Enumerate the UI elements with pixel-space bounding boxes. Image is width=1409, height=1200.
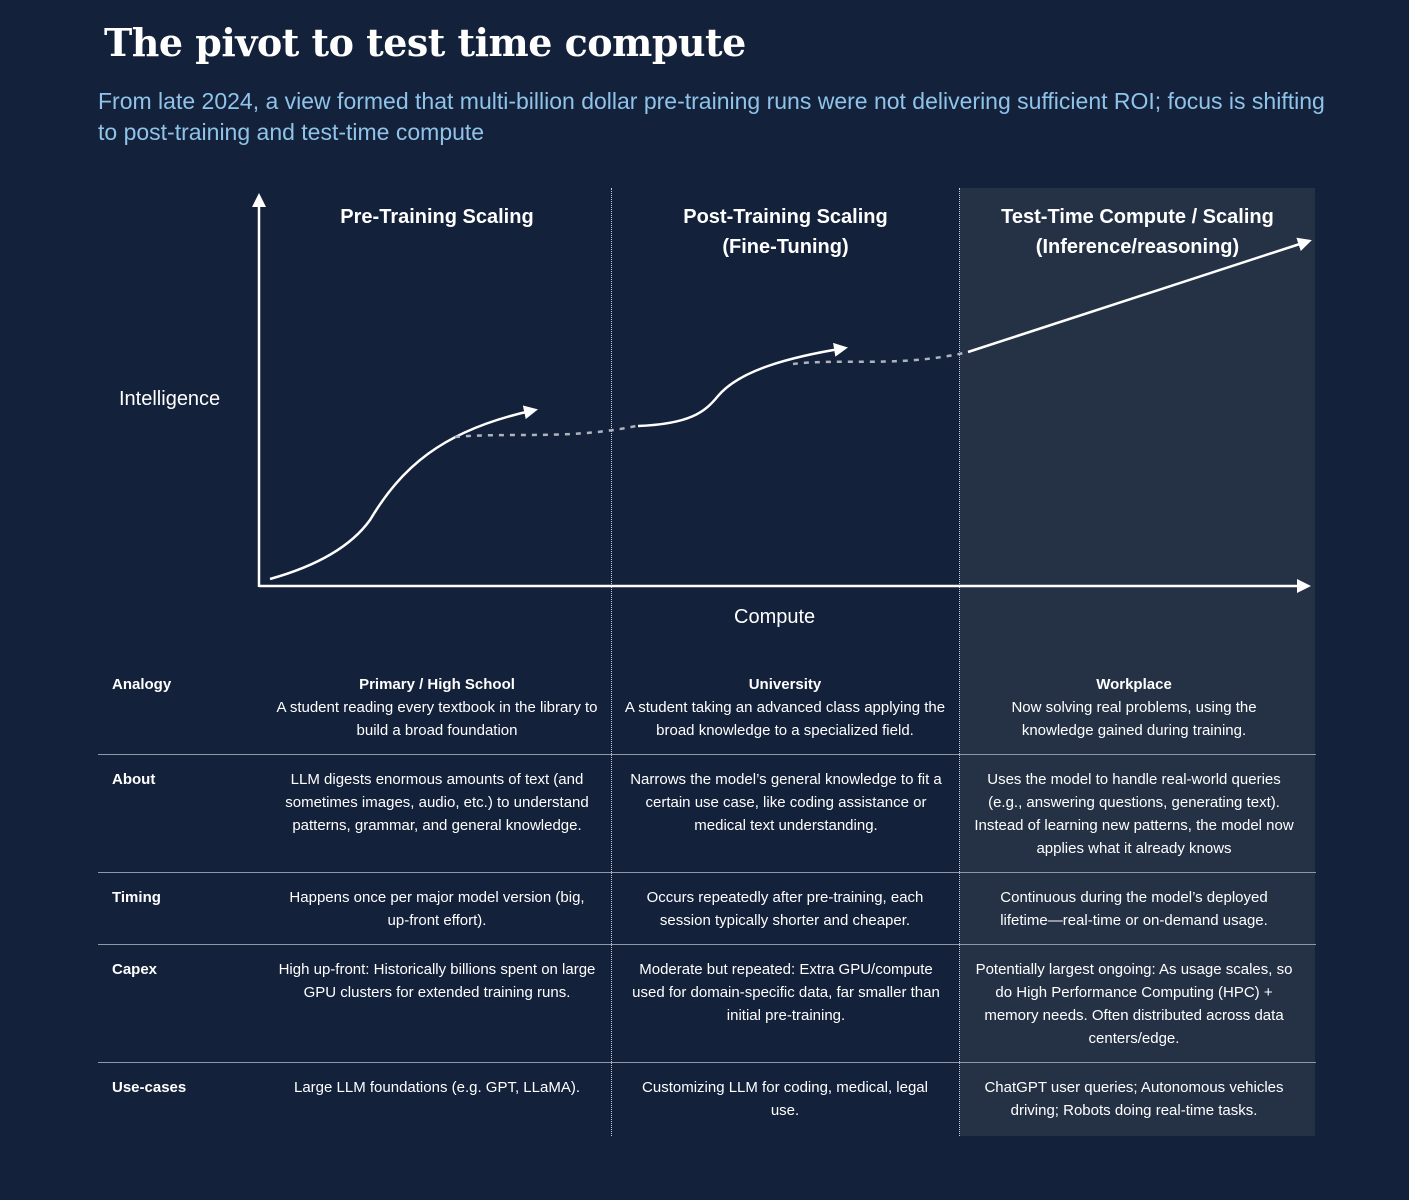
timing-posttraining: Occurs repeatedly after pre-training, ea… <box>646 889 924 929</box>
divider-pretraining-posttraining <box>611 188 612 1136</box>
posttraining-curve <box>637 342 848 428</box>
analogy-testtime-text: Now solving real problems, using the kno… <box>1011 699 1257 739</box>
analogy-pretraining: Primary / High School A student reading … <box>262 673 612 742</box>
timing-pretraining: Happens once per major model version (bi… <box>289 889 585 929</box>
phase-title-testtime-line2: (Inference/reasoning) <box>1035 236 1240 258</box>
use-cases-posttraining: Customizing LLM for coding, medical, leg… <box>642 1079 928 1119</box>
testtime-line <box>967 237 1312 354</box>
use-cases-pretraining: Large LLM foundations (e.g. GPT, LLaMA). <box>294 1079 580 1096</box>
about-testtime: Uses the model to handle real-world quer… <box>974 771 1294 857</box>
pretraining-plateau-dashed <box>454 424 637 439</box>
timing-testtime: Continuous during the model’s deployed l… <box>1000 889 1268 929</box>
phase-title-posttraining-line1: Post-Training Scaling <box>683 206 888 228</box>
row-separator <box>98 1062 1316 1063</box>
phase-title-pretraining: Pre-Training Scaling <box>262 202 612 232</box>
divider-posttraining-testtime <box>959 188 960 1136</box>
analogy-testtime: Workplace Now solving real problems, usi… <box>990 673 1278 742</box>
analogy-pretraining-heading: Primary / High School <box>359 676 515 693</box>
capex-pretraining: High up-front: Historically billions spe… <box>278 961 596 1001</box>
phase-title-posttraining: Post-Training Scaling (Fine-Tuning) <box>612 202 959 262</box>
x-axis-label: Compute <box>734 606 816 628</box>
use-cases-testtime: ChatGPT user queries; Autonomous vehicle… <box>984 1079 1284 1119</box>
row-label-capex: Capex <box>112 961 158 978</box>
analogy-posttraining-text: A student taking an advanced class apply… <box>624 699 946 739</box>
posttraining-plateau-dashed <box>792 350 969 366</box>
page-title: The pivot to test time compute <box>104 20 746 65</box>
y-axis-label: Intelligence <box>119 388 221 410</box>
phase-title-testtime-line1: Test-Time Compute / Scaling <box>1001 206 1274 228</box>
row-label-analogy: Analogy <box>112 676 172 693</box>
row-separator <box>98 944 1316 945</box>
about-pretraining: LLM digests enormous amounts of text (an… <box>285 771 589 834</box>
page-subtitle: From late 2024, a view formed that multi… <box>98 88 1325 145</box>
analogy-testtime-heading: Workplace <box>1096 676 1172 693</box>
row-label-timing: Timing <box>112 889 161 906</box>
capex-posttraining: Moderate but repeated: Extra GPU/compute… <box>632 961 940 1024</box>
row-separator <box>98 872 1316 873</box>
analogy-pretraining-text: A student reading every textbook in the … <box>276 699 598 739</box>
test-time-column-background <box>960 188 1315 1136</box>
phase-title-testtime: Test-Time Compute / Scaling (Inference/r… <box>960 202 1315 262</box>
phase-title-pretraining-line1: Pre-Training Scaling <box>340 206 534 228</box>
analogy-posttraining-heading: University <box>748 676 822 693</box>
capex-testtime: Potentially largest ongoing: As usage sc… <box>975 961 1293 1047</box>
pretraining-curve <box>269 405 538 581</box>
analogy-posttraining: University A student taking an advanced … <box>620 673 950 742</box>
phase-title-posttraining-line2: (Fine-Tuning) <box>722 236 849 258</box>
row-separator <box>98 754 1316 755</box>
about-posttraining: Narrows the model’s general knowledge to… <box>630 771 942 834</box>
row-label-use-cases: Use-cases <box>112 1079 187 1096</box>
row-label-about: About <box>112 771 156 788</box>
